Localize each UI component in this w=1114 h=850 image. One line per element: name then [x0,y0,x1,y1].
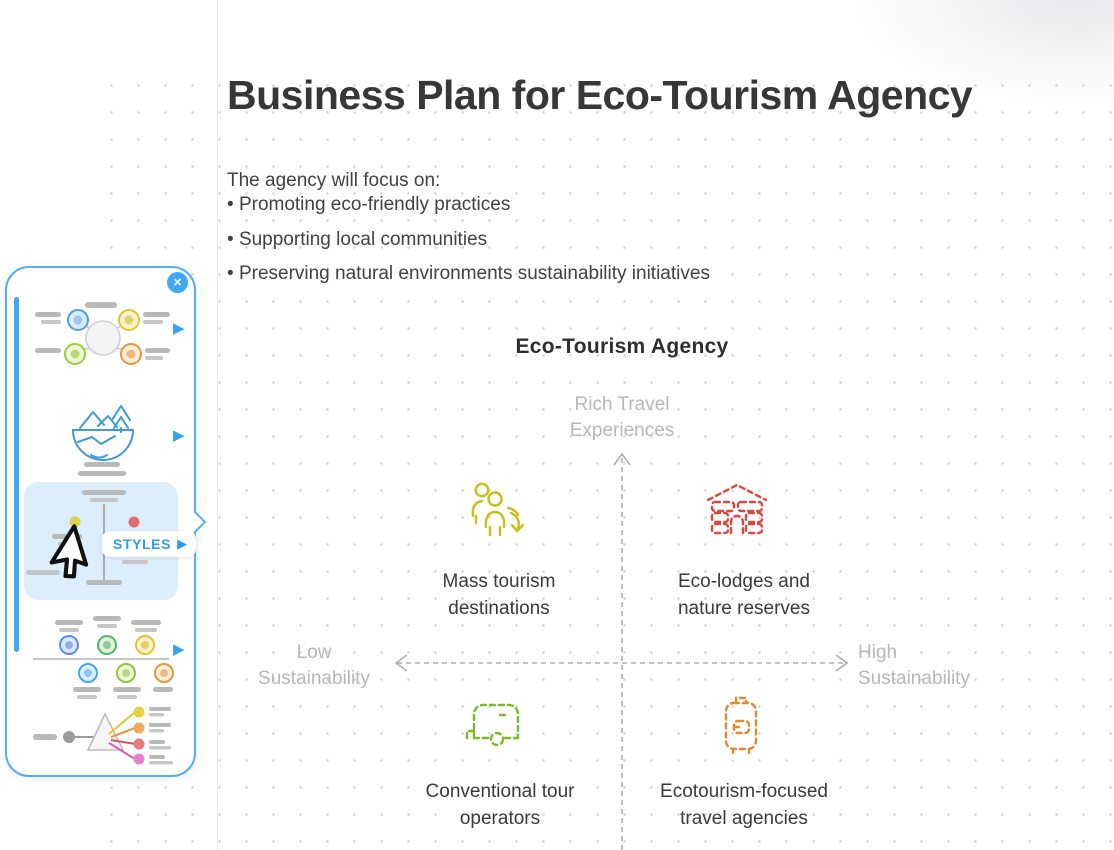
quadrant-label-bottom-left: Conventional tour operators [425,781,575,829]
tourist-crowd-icon [471,482,525,537]
x-axis-left-label: Low Sustainability [258,642,370,689]
styles-tooltip[interactable]: STYLES ▶ [102,531,197,557]
eco-lodge-icon [706,483,768,535]
quadrant-label-bottom-right: Ecotourism-focused travel agencies [660,781,828,829]
bullet-item: Preserving natural environments sustaina… [227,257,710,292]
expand-arrow-icon[interactable]: ▶ [173,641,185,658]
sidebar-item-radial-diagram[interactable] [33,298,173,378]
styles-arrow-icon[interactable]: ▶ [177,536,188,551]
caravan-icon [465,703,520,747]
bullet-list: Promoting eco-friendly practices Support… [227,188,710,292]
page-separator-line [217,0,218,850]
bullet-item: Supporting local communities [227,223,710,258]
close-icon[interactable]: ✕ [167,272,188,293]
page-title: Business Plan for Eco-Tourism Agency [227,72,973,118]
quadrant-label-top-right: Eco-lodges and nature reserves [677,571,811,619]
quadrant-label-top-left: Mass tourism destinations [442,571,556,619]
intro-text: The agency will focus on: [227,170,441,191]
x-axis-right-label: High Sustainability [858,642,970,689]
sidebar-item-timeline-diagram[interactable] [29,614,175,700]
panel-expand-notch[interactable] [183,510,207,534]
sidebar-item-eco-illustration[interactable] [56,400,150,480]
cursor-pointer-icon [49,524,89,579]
expand-arrow-icon[interactable]: ▶ [173,320,185,337]
bullet-item: Promoting eco-friendly practices [227,188,710,223]
quadrant-axes [394,452,849,850]
styles-panel: ✕ ▶ [5,266,207,777]
styles-tooltip-label: STYLES [113,536,172,552]
y-axis-top-label: Rich Travel Experiences [569,394,675,441]
suitcase-icon [724,696,758,755]
sidebar-item-tree-diagram-selected[interactable]: STYLES ▶ [24,482,197,600]
sidebar-item-prism-diagram[interactable] [29,704,177,770]
chart-title: Eco-Tourism Agency [515,335,729,358]
panel-scrollbar[interactable] [14,297,19,652]
expand-arrow-icon[interactable]: ▶ [173,427,185,444]
